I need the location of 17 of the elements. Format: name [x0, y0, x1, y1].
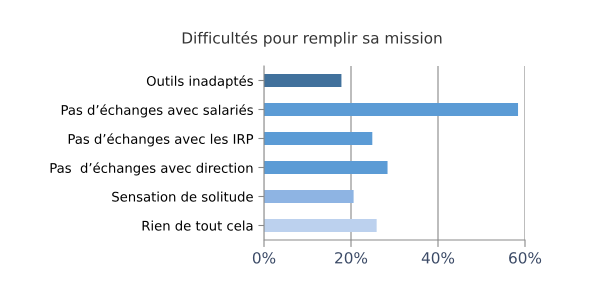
bar — [264, 190, 354, 204]
bar — [264, 102, 518, 116]
bar — [264, 160, 388, 174]
y-tick-label: Pas d’échanges avec direction — [50, 162, 252, 176]
y-tick-label: Sensation de solitude — [112, 191, 253, 202]
chart-title: Difficultés pour remplir sa mission — [182, 31, 442, 47]
y-tick-label: Rien de tout cela — [142, 220, 252, 231]
bar — [264, 218, 377, 232]
bar — [264, 74, 342, 88]
x-tick-label: 20% — [335, 252, 368, 264]
y-tick-label: Pas d’échanges avec salariés — [62, 104, 253, 118]
y-tick-label: Pas d’échanges avec les IRP — [68, 133, 254, 147]
y-tick-label: Outils inadaptés — [146, 75, 253, 89]
x-tick-label: 60% — [509, 252, 542, 264]
bar — [264, 132, 372, 146]
x-tick-label: 40% — [422, 252, 454, 264]
x-tick-label: 0% — [252, 252, 276, 264]
